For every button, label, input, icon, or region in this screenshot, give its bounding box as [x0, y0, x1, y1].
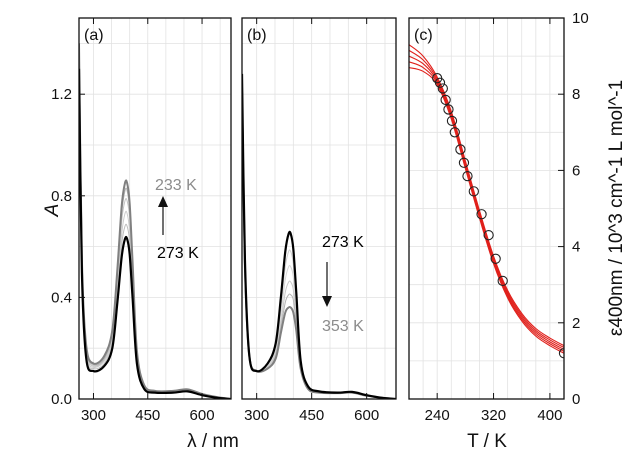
panel-b-x-axis-label: λ / nm	[187, 431, 239, 452]
panel-c-point-3	[440, 94, 451, 106]
panel-c-ytick-label-0: 0	[572, 391, 580, 408]
panel-b-annotation-353k: 353 K	[322, 318, 364, 335]
panel-c-point-15	[558, 348, 564, 359]
panel-c-point-7	[455, 144, 466, 155]
panel-c-point-12	[483, 230, 494, 241]
panel-a-ticks: 300 450 600 0.0 0.4 0.8 1.2	[51, 18, 215, 424]
panel-c-point-10	[468, 186, 479, 197]
panel-c-point-13	[490, 253, 501, 264]
panel-b-annotation-273k: 273 K	[322, 234, 364, 251]
panel-c-ytick-label-1: 2	[572, 315, 580, 332]
panel-a-ytick-label-3: 1.2	[51, 86, 72, 103]
panel-c-point-11	[476, 209, 487, 220]
panel-a-frame	[78, 17, 232, 400]
panel-c-point-8	[458, 157, 470, 168]
panel-a-spectrum-4	[79, 48, 231, 399]
panel-c-fit-curve-0	[409, 44, 564, 347]
panel-c-fit-curve-4	[409, 66, 564, 354]
panel-c-fit-curves	[409, 44, 564, 354]
panel-b-xtick-label-2: 600	[354, 407, 379, 424]
panel-a-xtick-label-1: 450	[135, 407, 160, 424]
panel-b-arrow-down	[322, 262, 332, 307]
panel-c-point-4	[443, 104, 454, 115]
panel-c-y-axis-label: ε400nm / 10^3 cm^-1 L mol^-1	[606, 80, 627, 336]
panel-a-spectrum-5	[79, 43, 231, 399]
panel-c-frame	[408, 17, 565, 400]
panel-c-ytick-label-2: 4	[572, 239, 580, 256]
panel-b-spectrum-1	[242, 78, 396, 399]
panel-a-ytick-label-1: 0.4	[51, 289, 72, 306]
panel-b-spectrum-4	[242, 86, 396, 399]
panel-c-data-points	[432, 73, 564, 359]
panel-b-spectra	[242, 73, 396, 399]
panel-a-annotation-273k: 273 K	[157, 245, 199, 262]
panel-a-xtick-label-2: 600	[190, 407, 215, 424]
panel-b-xtick-label-1: 450	[299, 407, 324, 424]
panel-a-grid	[79, 18, 231, 399]
panel-c-point-1	[434, 77, 446, 88]
panel-c-xtick-label-2: 400	[537, 407, 562, 424]
panel-a-arrow-up	[158, 196, 168, 235]
panel-a-spectrum-3	[79, 53, 231, 399]
panel-b-frame	[241, 17, 397, 400]
panel-a-ytick-label-0: 0.0	[51, 391, 72, 408]
panel-a-spectrum-0	[79, 68, 231, 399]
panel-a-spectra	[79, 43, 231, 399]
panel-c-fit-curve-3	[409, 61, 564, 352]
panel-c-ytick-label-4: 8	[572, 86, 580, 103]
panel-c-ticks: 240 320 400 0 2 4 6 8 10	[425, 10, 589, 424]
panel-b-spectrum-0	[242, 73, 396, 399]
panel-a-y-axis-label: A	[42, 204, 63, 218]
panel-b-spectrum-3	[242, 84, 396, 399]
panel-c-point-6	[449, 127, 460, 138]
panel-c-ytick-label-3: 6	[572, 162, 580, 179]
panel-b-spectrum-5	[242, 89, 396, 399]
panel-b-spectrum-2	[242, 81, 396, 399]
panel-b-grid	[242, 18, 396, 399]
panel-b-label: (b)	[247, 27, 267, 44]
panel-b-ticks: 300 450 600	[244, 18, 379, 424]
panel-c-point-9	[462, 170, 473, 182]
panel-c-point-14	[497, 275, 508, 287]
panel-c-xtick-label-1: 320	[481, 407, 506, 424]
panel-c-point-5	[446, 115, 458, 127]
panel-c-fit-curve-2	[409, 55, 564, 350]
panel-c-x-axis-label: T / K	[467, 431, 507, 452]
panel-c-label: (c)	[414, 27, 433, 44]
panel-c-xtick-label-0: 240	[425, 407, 450, 424]
panel-c-fit-curve-1	[409, 49, 564, 349]
panel-a-annotation-233k: 233 K	[155, 177, 197, 194]
panel-a-xtick-label-0: 300	[81, 407, 106, 424]
panel-b-xtick-label-0: 300	[244, 407, 269, 424]
panel-a-spectrum-1	[79, 63, 231, 399]
panel-a-label: (a)	[84, 27, 104, 44]
panel-c-ytick-label-5: 10	[572, 10, 589, 27]
panel-a-ytick-label-2: 0.8	[51, 188, 72, 205]
panel-c-point-2	[437, 83, 448, 94]
